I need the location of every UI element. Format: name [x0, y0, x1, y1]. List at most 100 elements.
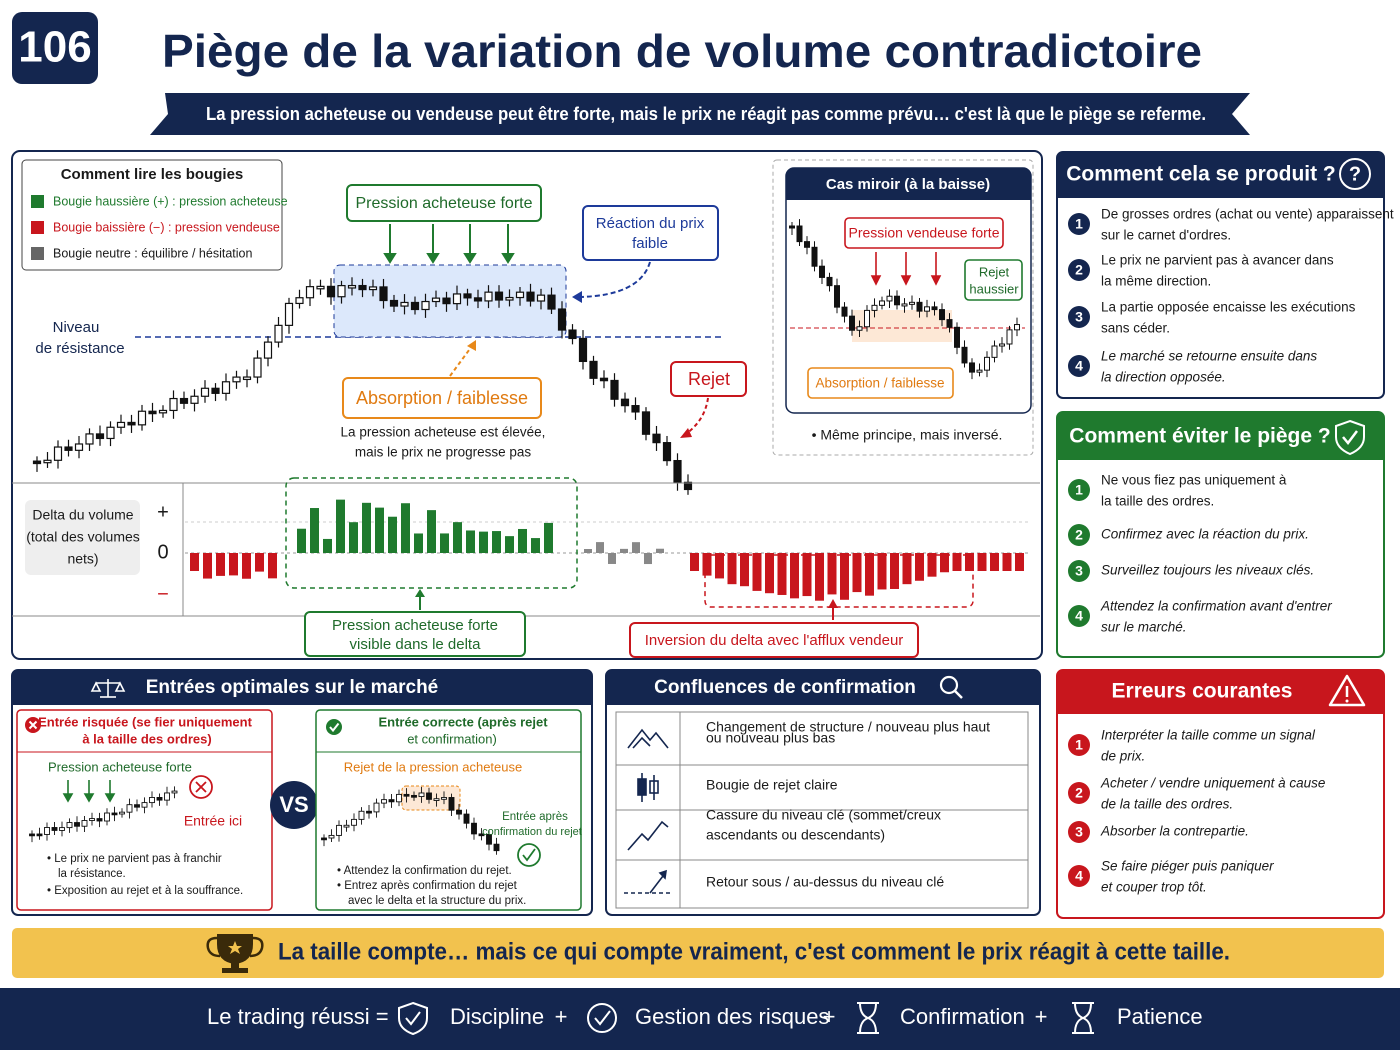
delta-bar	[890, 553, 899, 589]
candle	[316, 285, 325, 290]
candle	[811, 246, 818, 267]
price-candles	[32, 277, 693, 495]
candle	[924, 306, 930, 312]
delta-bar	[362, 502, 371, 553]
callout-box	[582, 205, 719, 261]
delta-bar	[608, 553, 616, 564]
candle	[931, 306, 938, 311]
number-badge	[1068, 782, 1090, 804]
candle	[999, 343, 1005, 347]
callout: Pression acheteuse forte	[332, 617, 498, 634]
candle	[431, 297, 441, 303]
confluences-title: Confluences de confirmation	[654, 677, 916, 698]
candle	[126, 804, 133, 813]
candle	[804, 241, 810, 248]
candle	[29, 833, 35, 837]
candle	[51, 827, 58, 831]
icon	[1335, 419, 1365, 456]
arrows	[383, 224, 515, 264]
vs-circle	[270, 781, 318, 829]
icon	[189, 775, 213, 799]
candle	[683, 481, 693, 491]
candle	[134, 804, 140, 808]
highlight	[285, 477, 578, 589]
correct-entry: Entrée après	[502, 811, 568, 823]
candle	[954, 326, 960, 348]
candle	[190, 395, 199, 404]
correct-title: et confirmation)	[407, 731, 497, 746]
candle	[106, 426, 115, 440]
delta-bar	[336, 499, 345, 553]
candle	[141, 802, 148, 808]
delta-bar	[505, 536, 514, 553]
candle	[526, 291, 535, 302]
candle	[381, 799, 387, 804]
callout: Rejet	[688, 369, 730, 389]
delta-bar	[877, 553, 887, 590]
risky-title: à la taille des ordres)	[82, 731, 211, 746]
number-badge	[1068, 306, 1090, 328]
list-item: De grosses ordres (achat ou vente) appar…	[1101, 207, 1394, 222]
how-header	[1057, 152, 1384, 198]
candle	[211, 387, 220, 394]
delta-bar	[715, 553, 724, 579]
confluence-item: Cassure du niveau clé (sommet/creux	[706, 807, 941, 823]
candle	[916, 301, 923, 312]
candle	[515, 291, 525, 299]
candle	[403, 793, 410, 797]
badge-bg	[12, 12, 98, 84]
candle	[826, 276, 833, 287]
avoid-header	[1057, 412, 1384, 460]
delta-bar	[440, 533, 449, 553]
candle	[253, 357, 262, 378]
list-item: et couper trop tôt.	[1101, 880, 1207, 895]
candle	[456, 809, 462, 815]
footer-item: Gestion des risques	[635, 1004, 829, 1029]
legend-swatch	[31, 195, 44, 208]
candle	[148, 410, 157, 415]
footer-icons	[398, 1001, 1094, 1036]
candle	[589, 360, 598, 379]
delta-bar	[479, 531, 488, 553]
candle	[441, 797, 447, 800]
candle	[547, 294, 556, 310]
number: 3	[1075, 563, 1083, 579]
candle	[411, 794, 417, 798]
number-badge	[1068, 355, 1090, 377]
bullet: • Le prix ne parvient pas à franchir	[47, 853, 222, 865]
candle	[463, 293, 472, 299]
delta-bar	[990, 553, 999, 571]
delta-bar	[644, 553, 652, 565]
subtitle: La pression acheteuse ou vendeuse peut ê…	[206, 104, 1206, 124]
arrow	[467, 340, 476, 351]
delta-bar	[977, 553, 987, 571]
candle	[856, 326, 863, 331]
candle	[32, 460, 42, 465]
candle	[610, 379, 619, 400]
icon	[329, 722, 340, 733]
candle	[81, 820, 88, 827]
candle	[379, 286, 388, 302]
vs: VS	[279, 792, 308, 817]
footer-separator: +	[1035, 1004, 1048, 1029]
candle	[169, 397, 178, 412]
confluence-item: ou nouveau plus bas	[706, 730, 835, 746]
table-lines	[616, 712, 1028, 908]
number: 2	[1075, 262, 1083, 278]
candle	[421, 300, 430, 311]
candle	[463, 813, 470, 824]
candle	[171, 790, 178, 794]
candle	[95, 433, 105, 440]
candle	[452, 293, 462, 305]
delta-bar	[840, 553, 849, 600]
icon	[1339, 158, 1371, 190]
candle	[232, 376, 241, 383]
number-badge	[1068, 734, 1090, 756]
delta-bar	[915, 553, 924, 581]
delta-bar	[815, 553, 824, 601]
icon	[1342, 430, 1358, 446]
list-item: Le prix ne parvient pas à avancer dans	[1101, 253, 1334, 268]
callout-box	[964, 259, 1023, 301]
list-item: Absorber la contrepartie.	[1100, 824, 1249, 839]
number-badge	[1068, 605, 1090, 627]
